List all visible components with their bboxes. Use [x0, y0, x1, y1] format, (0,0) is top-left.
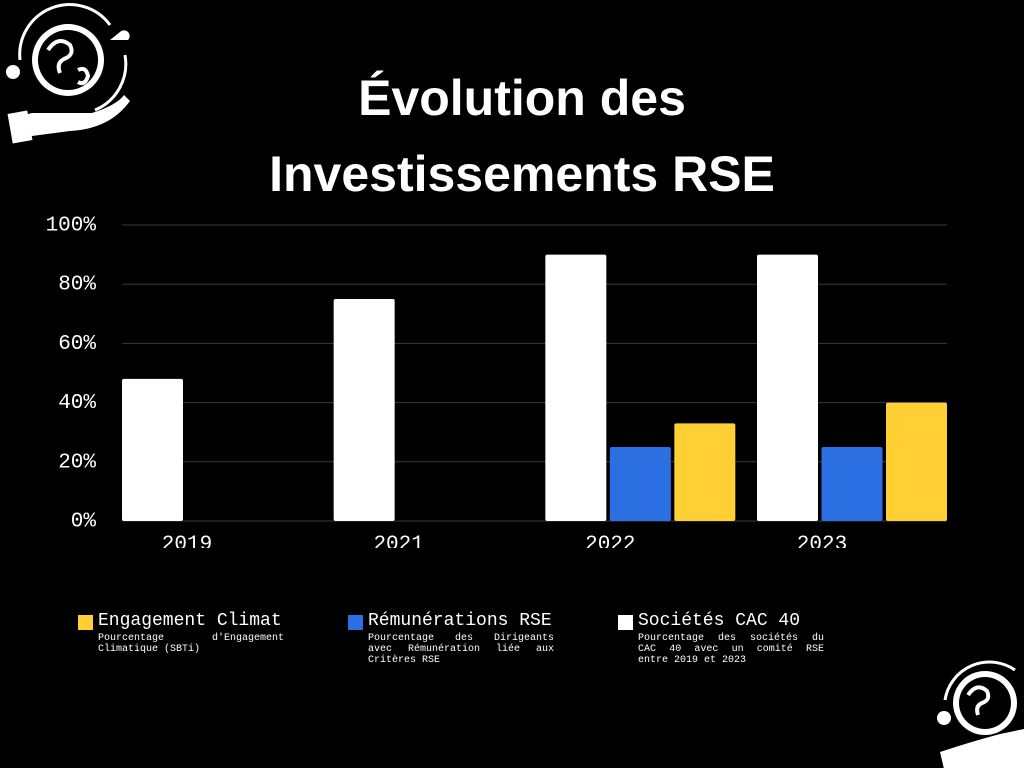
icon-bottom [937, 660, 1024, 768]
bar [886, 402, 947, 521]
legend-swatch [618, 615, 633, 630]
chart-title: Évolution des Investissements RSE [269, 70, 775, 202]
x-tick-label: 2021 [373, 534, 423, 557]
bar [821, 447, 883, 521]
bar [122, 378, 183, 521]
y-tick-label: 100% [46, 215, 97, 238]
bar [674, 423, 736, 521]
y-tick-label: 80% [58, 274, 96, 297]
legend-description: Pourcentage d'Engagement Climatique (SBT… [98, 633, 284, 655]
x-tick-label: 2023 [797, 534, 847, 557]
legend-label: Engagement Climat [98, 611, 282, 631]
y-tick-label: 40% [58, 392, 96, 415]
bar [333, 299, 395, 521]
legend-description: Pourcentage des sociétés du CAC 40 avec … [638, 633, 824, 666]
x-tick-label: 2019 [162, 534, 212, 557]
legend-label: Rémunérations RSE [368, 611, 552, 631]
bar [545, 254, 607, 521]
bar [609, 447, 671, 521]
y-tick-label: 60% [58, 333, 96, 356]
x-tick-label: 2022 [585, 534, 635, 557]
legend-swatch [348, 615, 363, 630]
icon-top [6, 3, 130, 144]
y-tick-label: 0% [71, 511, 97, 534]
y-tick-label: 20% [58, 451, 96, 474]
bar [757, 254, 818, 521]
legend-label: Sociétés CAC 40 [638, 611, 801, 631]
legend-description: Pourcentage des Dirigeants avec Rémunéra… [368, 633, 554, 666]
x-axis: 2019 2021 2022 2023 [162, 534, 847, 557]
legend-swatch [78, 615, 93, 630]
